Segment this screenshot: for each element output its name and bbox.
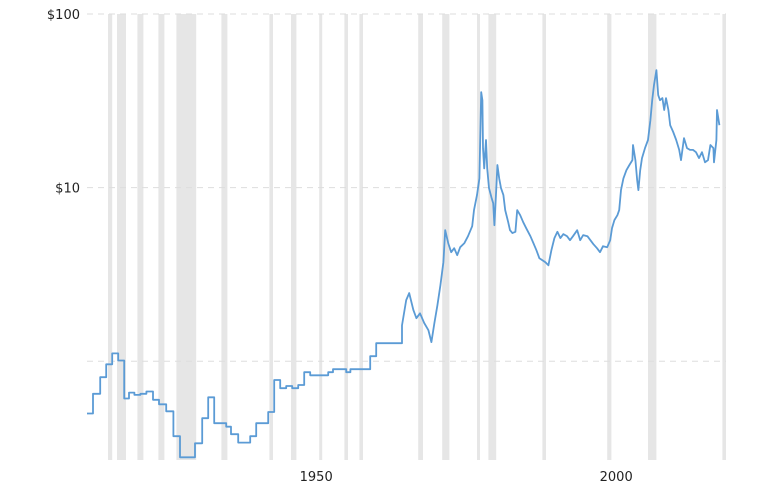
shaded-band	[418, 14, 423, 460]
shaded-band	[319, 14, 323, 460]
shaded-band	[137, 14, 144, 460]
y-tick-label: $10	[55, 182, 80, 197]
shaded-band	[344, 14, 348, 460]
price-line	[87, 69, 721, 459]
shaded-band	[269, 14, 273, 460]
shaded-band	[359, 14, 363, 460]
shaded-band	[488, 14, 497, 460]
shaded-band	[291, 14, 297, 460]
series-lines	[87, 69, 721, 459]
x-tick-label: 2000	[600, 470, 633, 484]
x-axis-ticks: 1950 2000	[300, 470, 633, 484]
shaded-periods	[108, 14, 726, 460]
shaded-band	[442, 14, 450, 460]
gridlines	[87, 13, 726, 362]
shaded-band	[722, 14, 726, 460]
shaded-band	[607, 14, 612, 460]
shaded-band	[648, 14, 657, 460]
shaded-band	[108, 14, 113, 460]
x-tick-label: 1950	[300, 470, 333, 484]
shaded-band	[477, 14, 480, 460]
shaded-band	[221, 14, 228, 460]
shaded-band	[117, 14, 126, 460]
shaded-band	[158, 14, 165, 460]
shaded-band	[176, 14, 197, 460]
y-axis-ticks: $100 $10	[47, 8, 80, 197]
y-tick-label: $100	[47, 8, 80, 23]
shaded-band	[542, 14, 546, 460]
